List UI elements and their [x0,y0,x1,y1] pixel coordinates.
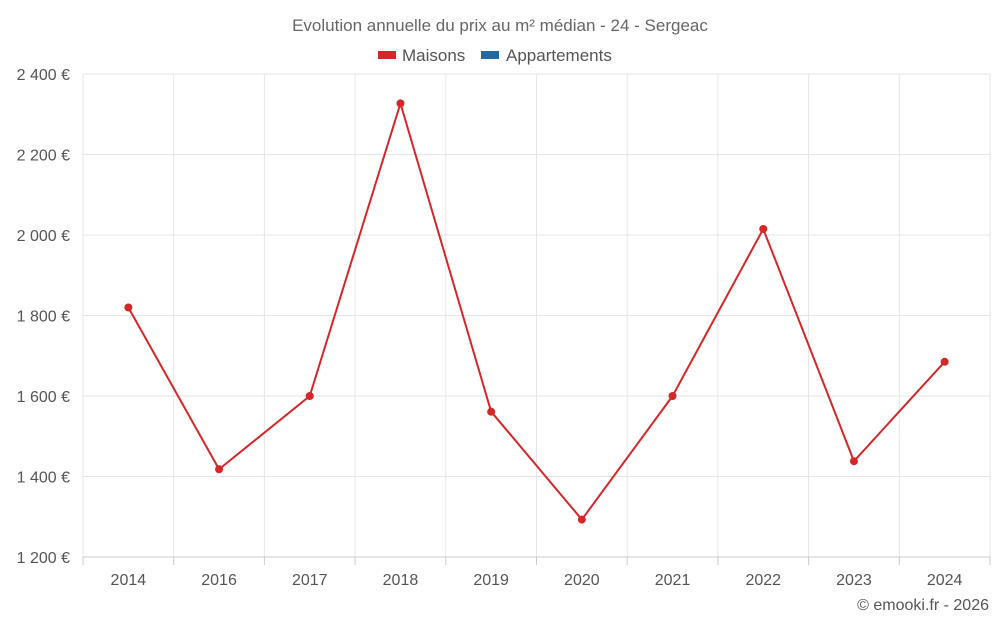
y-axis-ticks: 1 200 € 1 400 € 1 600 € 1 800 € 2 000 € 2 200… [17,67,70,567]
data-point[interactable] [396,99,405,108]
legend: Maisons Appartements [378,46,612,65]
legend-label-appartements[interactable]: Appartements [506,46,612,65]
y-tick-label: 2 400 € [17,67,70,84]
y-tick-label: 1 600 € [17,389,70,406]
x-tick-label: 2023 [836,572,872,589]
legend-label-maisons[interactable]: Maisons [402,46,465,65]
data-point[interactable] [124,303,133,312]
x-tick-label: 2016 [201,572,237,589]
data-point[interactable] [849,457,858,466]
x-tick-label: 2014 [111,572,147,589]
x-tick-label: 2017 [292,572,328,589]
y-tick-label: 1 800 € [17,309,70,326]
x-tick-label: 2021 [655,572,691,589]
data-point[interactable] [487,407,496,416]
x-tick-label: 2018 [383,572,419,589]
y-tick-label: 2 000 € [17,228,70,245]
x-tick-label: 2019 [473,572,509,589]
grid [82,73,991,557]
x-tick-label: 2024 [927,572,963,589]
data-point[interactable] [668,392,677,400]
x-tick-label: 2022 [745,572,781,589]
data-point[interactable] [215,465,224,474]
y-tick-label: 2 200 € [17,148,70,165]
data-point[interactable] [940,357,949,366]
data-point[interactable] [577,515,586,524]
data-point[interactable] [305,392,314,400]
x-tick-label: 2020 [564,572,600,589]
y-tick-label: 1 200 € [17,550,70,567]
series-line-maisons [127,102,946,521]
x-axis-ticks: 2014 2016 2017 2018 2019 2020 2021 2022 2023 2024 [82,557,991,589]
data-point[interactable] [759,224,768,233]
series [124,99,949,524]
credit-text: © emooki.fr - 2026 [857,597,989,614]
legend-swatch-appartements [481,51,499,59]
y-tick-label: 1 400 € [17,470,70,487]
chart-title: Evolution annuelle du prix au m² médian … [292,16,708,35]
legend-swatch-maisons [378,51,396,59]
